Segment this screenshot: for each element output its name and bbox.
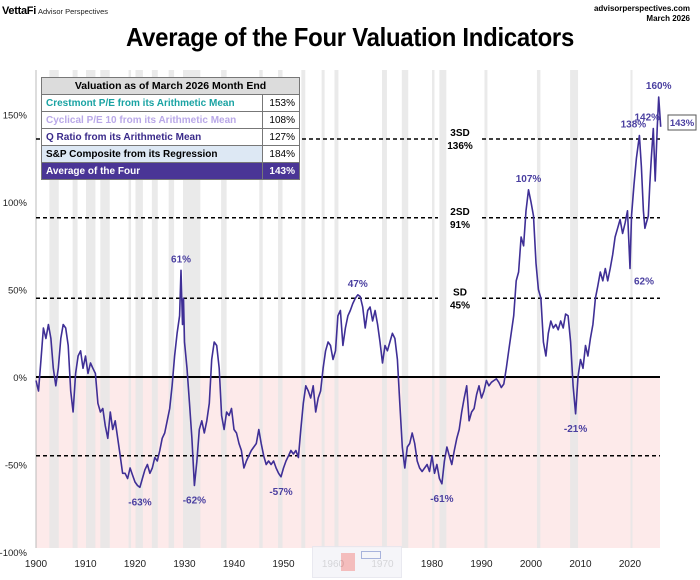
recession-band — [168, 70, 175, 548]
recession-band — [401, 70, 409, 548]
legend-row-q-ratio: Q Ratio from its Arithmetic Mean 127% — [41, 128, 300, 146]
valuation-legend-table: Valuation as of March 2026 Month End Cre… — [41, 77, 300, 180]
data-label: -21% — [564, 424, 587, 435]
x-tick-label: 1940 — [223, 559, 246, 570]
recession-band — [49, 70, 59, 548]
recession-band — [85, 70, 96, 548]
legend-title: Valuation as of March 2026 Month End — [41, 77, 300, 95]
brand-subtitle: Advisor Perspectives — [38, 7, 109, 16]
recession-band — [536, 70, 541, 548]
legend-row-crestmont: Crestmont P/E from its Arithmetic Mean 15… — [41, 94, 300, 112]
data-label: -57% — [269, 487, 292, 498]
recession-band — [151, 70, 158, 548]
legend-value: 127% — [262, 128, 300, 146]
data-label: 142% — [634, 113, 660, 124]
recession-band — [100, 70, 110, 548]
x-tick-label: 1950 — [272, 559, 295, 570]
data-label: 62% — [634, 277, 654, 288]
reference-line-value: 91% — [450, 220, 470, 231]
x-tick-label: 2020 — [619, 559, 642, 570]
legend-label: S&P Composite from its Regression — [41, 145, 263, 163]
x-tick-label: 1910 — [74, 559, 97, 570]
data-label: 138% — [621, 120, 647, 131]
reference-line-value: 45% — [450, 300, 470, 311]
recession-band — [259, 70, 263, 548]
legend-label: Q Ratio from its Arithmetic Mean — [41, 128, 263, 146]
recession-band — [128, 70, 132, 548]
current-value-label: 143% — [670, 118, 695, 129]
x-tick-label: 1920 — [124, 559, 147, 570]
reference-line-label: 2SD — [450, 207, 469, 218]
recession-band — [570, 70, 579, 548]
report-date: March 2026 — [646, 14, 690, 23]
legend-label: Average of the Four — [41, 162, 263, 180]
recession-band — [183, 70, 201, 548]
recession-band — [301, 70, 306, 548]
recession-band — [334, 70, 339, 548]
data-label: -63% — [128, 497, 151, 508]
site-url: advisorperspectives.com — [593, 4, 690, 13]
recession-band — [432, 70, 435, 548]
reference-line-label: 3SD — [450, 128, 469, 139]
data-label: -62% — [183, 496, 206, 507]
reference-line-label: SD — [453, 287, 467, 298]
series-line-group — [35, 96, 662, 489]
x-tick-label: 1930 — [173, 559, 196, 570]
legend-label: Crestmont P/E from its Arithmetic Mean — [41, 94, 263, 112]
y-tick-label: 0% — [13, 373, 27, 384]
reference-line-value: 136% — [447, 141, 473, 152]
legend-label: Cyclical P/E 10 from its Arithmetic Mean — [41, 111, 263, 129]
legend-value: 153% — [262, 94, 300, 112]
y-tick-label: 100% — [3, 198, 28, 209]
recession-bands — [49, 70, 633, 548]
recession-band — [135, 70, 143, 548]
recession-band — [72, 70, 78, 548]
recession-band — [484, 70, 488, 548]
recession-band — [439, 70, 447, 548]
x-tick-label: 1990 — [470, 559, 493, 570]
y-tick-label: -100% — [0, 548, 28, 559]
legend-row-cyclical-pe: Cyclical P/E 10 from its Arithmetic Mean… — [41, 111, 300, 129]
chart-title: Average of the Four Valuation Indicators — [126, 22, 574, 52]
data-label: -61% — [430, 494, 453, 505]
series-line — [35, 96, 662, 489]
data-label: 61% — [171, 254, 191, 265]
data-label: 47% — [348, 279, 368, 290]
recession-band — [278, 70, 283, 548]
legend-row-sp-composite: S&P Composite from its Regression 184% — [41, 145, 300, 163]
recession-band — [630, 70, 633, 548]
y-tick-label: 150% — [3, 111, 28, 122]
x-tick-label: 2000 — [520, 559, 543, 570]
legend-value: 184% — [262, 145, 300, 163]
x-tick-label: 1980 — [421, 559, 444, 570]
source-info: advisorperspectives.com March 2026 — [594, 4, 690, 24]
y-tick-label: 50% — [8, 286, 28, 297]
legend-row-average: Average of the Four 143% — [41, 162, 300, 180]
data-label: 107% — [516, 174, 542, 185]
overlay-thumbnail — [312, 546, 402, 578]
x-tick-label: 2010 — [569, 559, 592, 570]
legend-value: 108% — [262, 111, 300, 129]
annotations: 61% -63% -62% -57% 47% -61% 107% -21% 62% 138%142… — [128, 81, 697, 508]
recession-band — [382, 70, 387, 548]
reference-lines: 3SD 136% 2SD 91% SD 45% — [36, 128, 660, 457]
recession-band — [321, 70, 325, 548]
legend-value: 143% — [262, 162, 300, 180]
x-tick-label: 1900 — [25, 559, 48, 570]
current-value-box — [667, 114, 697, 131]
data-label: 160% — [646, 81, 672, 92]
brand-logo: VettaFi — [2, 5, 36, 17]
recession-band — [221, 70, 227, 548]
y-tick-label: -50% — [5, 461, 28, 472]
